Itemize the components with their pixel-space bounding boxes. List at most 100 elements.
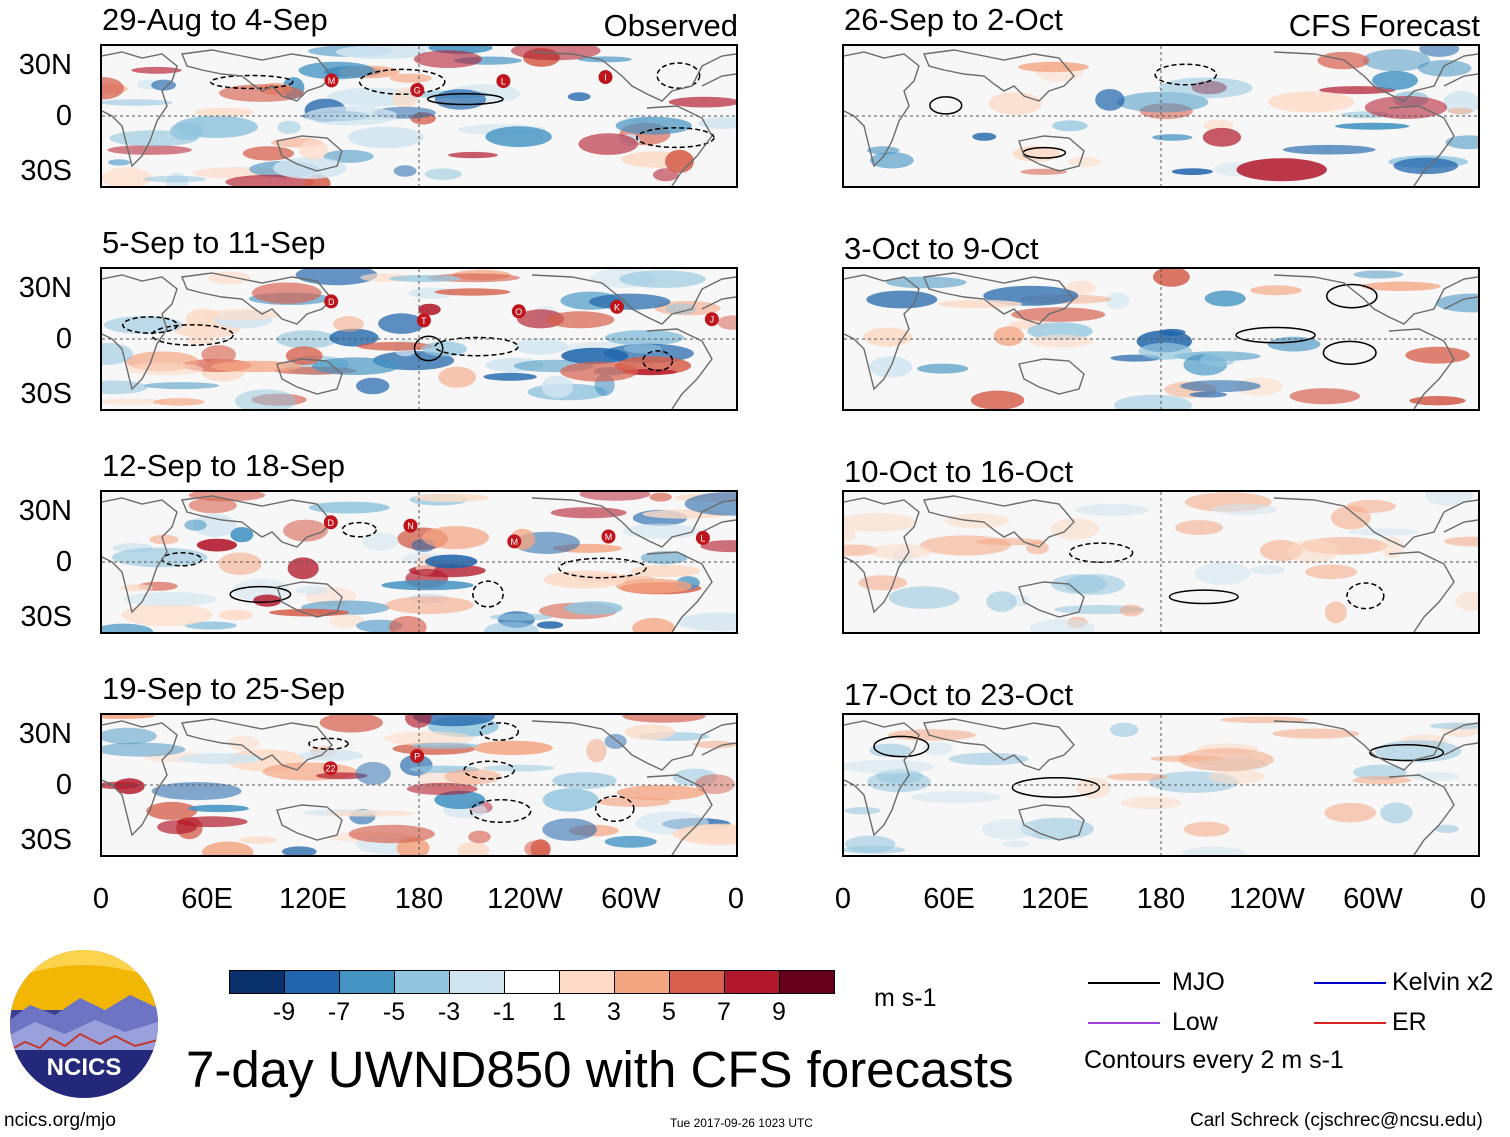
coastline xyxy=(1018,581,1085,618)
wind-anomaly-blob xyxy=(483,764,555,772)
lon-label-0-end: 0 xyxy=(1469,883,1487,915)
colorbar-swatch xyxy=(449,970,505,994)
wind-anomaly-blob xyxy=(385,596,474,614)
coastline xyxy=(701,73,736,87)
wind-anomaly-blob xyxy=(1020,168,1067,175)
coastline xyxy=(923,718,1075,771)
wind-anomaly-blob xyxy=(194,107,254,117)
wind-anomaly-blob xyxy=(1119,604,1143,617)
wind-anomaly-blob xyxy=(567,92,591,102)
wind-anomaly-blob xyxy=(589,293,671,310)
storm-label: N xyxy=(407,521,414,531)
wind-anomaly-blob xyxy=(844,513,917,532)
coastline xyxy=(531,720,736,771)
wind-anomaly-blob xyxy=(202,309,281,321)
wind-anomaly-blob xyxy=(911,791,1002,803)
wind-anomaly-blob xyxy=(869,152,914,169)
wind-anomaly-blob xyxy=(1095,88,1125,111)
map-panel-observed-4: 22 P xyxy=(100,713,738,857)
wind-anomaly-blob xyxy=(1393,157,1459,175)
wind-anomaly-blob xyxy=(1159,77,1253,99)
wind-anomaly-blob xyxy=(586,738,607,763)
colorbar-tick-label: 5 xyxy=(662,998,676,1026)
wind-anomaly-blob xyxy=(202,841,254,855)
map-panel-forecast-2 xyxy=(842,267,1480,411)
storm-marker xyxy=(598,70,613,85)
lat-label-eq: 0 xyxy=(55,100,72,132)
wind-anomaly-blob xyxy=(863,327,913,347)
wind-anomaly-blob xyxy=(1178,748,1274,772)
wind-anomaly-blob xyxy=(888,586,960,609)
wind-anomaly-blob xyxy=(1020,817,1094,840)
wind-anomaly-blob xyxy=(624,724,675,740)
storm-label: K xyxy=(614,302,620,312)
lat-label-30s: 30S xyxy=(20,824,72,856)
wind-anomaly-blob xyxy=(102,623,154,632)
panel-title-7: 10-Oct to 16-Oct xyxy=(844,454,1074,489)
wind-anomaly-blob xyxy=(142,175,207,183)
wind-anomaly-blob xyxy=(1105,292,1130,309)
legend-label-kelvin: Kelvin x2 xyxy=(1392,968,1494,996)
wind-anomaly-blob xyxy=(866,290,938,309)
wind-anomaly-blob xyxy=(1324,802,1377,823)
coastline xyxy=(1273,720,1478,771)
wind-anomaly-blob xyxy=(1352,776,1412,785)
wind-anomaly-blob xyxy=(604,835,657,848)
wind-anomaly-blob xyxy=(335,46,428,59)
wind-anomaly-blob xyxy=(251,282,322,304)
mjo-contour xyxy=(1235,326,1316,344)
storm-label: T xyxy=(421,316,427,326)
lon-label-60w: 60W xyxy=(601,883,661,915)
wind-anomaly-blob xyxy=(146,801,198,820)
wind-anomaly-blob xyxy=(102,167,153,186)
coastline xyxy=(1388,328,1455,409)
coastline xyxy=(1443,519,1478,533)
wind-anomaly-blob xyxy=(157,820,197,835)
wind-anomaly-blob xyxy=(604,330,685,346)
lon-label-120e: 120E xyxy=(279,883,347,915)
wind-anomaly-blob xyxy=(1250,565,1285,575)
wind-anomaly-blob xyxy=(227,735,260,751)
wind-anomaly-blob xyxy=(700,540,736,553)
wind-anomaly-blob xyxy=(125,362,204,376)
lon-label-180: 180 xyxy=(1136,883,1186,915)
lon-label-180: 180 xyxy=(394,883,444,915)
wind-anomaly-blob xyxy=(579,492,651,501)
wind-anomaly-blob xyxy=(1001,840,1030,848)
wind-anomaly-blob xyxy=(102,99,173,106)
storm-label: L xyxy=(501,77,506,87)
wind-anomaly-blob xyxy=(552,772,617,789)
wind-anomaly-blob xyxy=(383,731,474,746)
coastline xyxy=(1388,551,1455,632)
wind-anomaly-blob xyxy=(378,313,425,334)
lat-label-eq: 0 xyxy=(55,323,72,355)
mjo-contour xyxy=(1369,743,1445,762)
lon-label-120w: 120W xyxy=(1229,883,1305,915)
wind-anomaly-blob xyxy=(424,168,462,180)
wind-anomaly-blob xyxy=(192,513,237,537)
wind-anomaly-blob xyxy=(630,564,701,578)
wind-anomaly-blob xyxy=(920,535,1011,556)
wind-anomaly-blob xyxy=(355,761,391,785)
legend-line-er xyxy=(1314,1022,1386,1024)
wind-anomaly-blob xyxy=(102,398,169,405)
lat-label-30n: 30N xyxy=(18,495,72,527)
wind-anomaly-blob xyxy=(649,492,672,502)
storm-marker xyxy=(410,749,425,763)
footer-url[interactable]: ncics.org/mjo xyxy=(4,1110,116,1131)
storm-marker xyxy=(496,74,511,89)
colorbar-tick-label: -7 xyxy=(327,998,351,1026)
mjo-contour xyxy=(594,795,635,822)
wind-anomaly-blob xyxy=(993,326,1024,346)
wind-anomaly-blob xyxy=(102,742,186,757)
wind-anomaly-blob xyxy=(1200,352,1236,367)
storm-label: I xyxy=(604,73,607,83)
wind-anomaly-blob xyxy=(178,753,263,765)
coastline xyxy=(844,497,920,614)
colorbar-units: m s-1 xyxy=(874,984,937,1012)
mjo-contour xyxy=(1325,283,1378,309)
wind-anomaly-blob xyxy=(1289,388,1360,405)
legend-line-low xyxy=(1088,1022,1160,1024)
wind-anomaly-blob xyxy=(616,785,705,801)
colorbar-tick-label: -1 xyxy=(492,998,516,1026)
